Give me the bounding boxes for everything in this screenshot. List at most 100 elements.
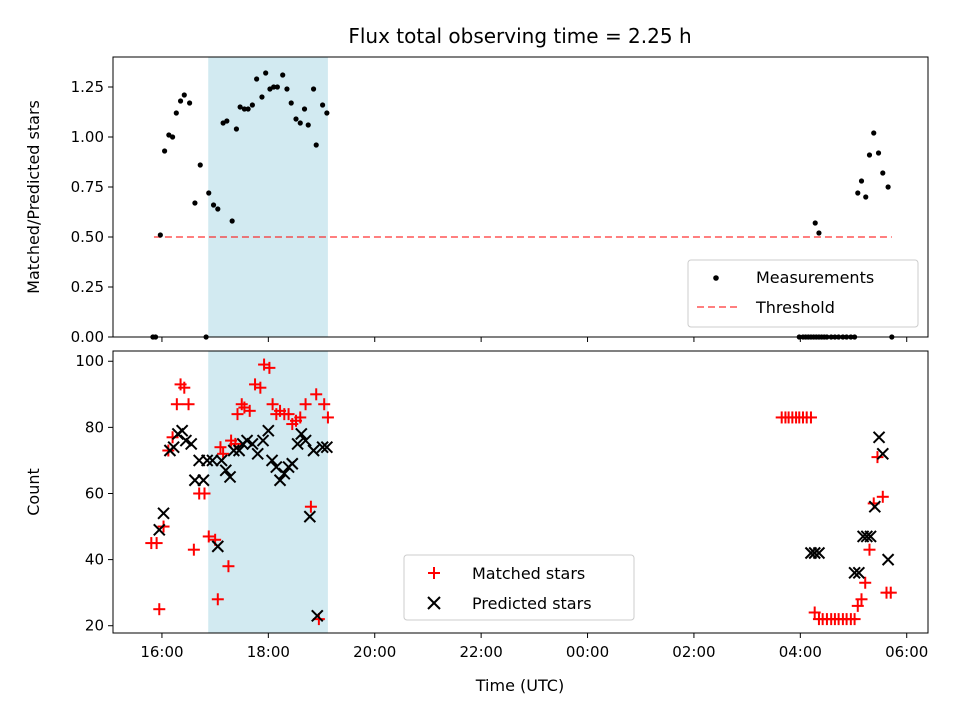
measurement-point [181,92,187,98]
predicted-star-point [153,523,166,537]
measurement-point [301,106,308,112]
matched-star-point [310,388,323,401]
predicted-star-point [223,470,237,484]
matched-star-point [166,431,179,444]
measurement-point [324,110,330,116]
top-panel: 0.00 0.25 0.50 0.75 1.00 1.25 Matched/Predict… [24,56,929,346]
predicted-star-point [232,444,246,457]
predicted-star-point [848,566,861,580]
measurement-point [197,162,203,168]
predicted-star-point [868,500,882,513]
predicted-star-point [251,447,264,461]
predicted-star-point [157,507,170,520]
matched-star-point [884,586,897,599]
matched-star-point [282,408,295,421]
matched-star-point [299,398,312,411]
predicted-star-point [167,440,180,454]
predicted-star-point [881,553,895,566]
top-y-tick-label: 0.00 [71,328,104,346]
predicted-star-point [211,540,225,553]
measurement-point [241,106,248,112]
predicted-star-point [316,440,329,454]
measurement-point [192,200,198,206]
measurement-point [866,152,873,158]
top-legend-box [687,259,919,328]
legend-predicted-marker [427,596,441,610]
measurement-point [288,100,294,106]
measurement-point [310,86,317,92]
measurement-point [297,120,303,126]
matched-star-point [162,444,175,457]
x-tick-label: 20:00 [353,643,396,661]
legend-matched-marker [428,567,440,579]
top-y-axis: 0.00 0.25 0.50 0.75 1.00 1.25 [71,78,113,346]
predicted-star-point [860,530,874,543]
predicted-star-point [246,437,259,451]
predicted-star-point [206,454,219,467]
measurement-point [875,150,882,156]
measurement-point [313,142,319,148]
measurement-point [233,126,240,132]
predicted-star-point [184,437,198,451]
legend-measurements-label: Measurements [756,268,874,287]
top-y-tick-label: 0.75 [71,178,104,196]
predicted-star-point [295,427,308,441]
x-tick-label: 00:00 [566,643,609,661]
measurement-point [245,106,251,112]
legend-threshold-label: Threshold [755,298,835,317]
matched-star-point [198,487,211,500]
measurement-point [305,122,311,128]
legend-matched-label: Matched stars [472,564,585,583]
measurement-point [215,206,221,212]
measurement-point [816,230,822,236]
top-observing-span [208,57,328,337]
predicted-star-point [872,431,886,444]
x-tick-label: 02:00 [672,643,715,661]
predicted-star-point [876,447,889,461]
matched-star-point [214,441,227,454]
measurement-point [863,194,869,200]
predicted-star-point [227,444,240,457]
top-y-tick-label: 0.25 [71,278,104,296]
measurement-point [157,232,163,238]
matched-stars-points [145,358,897,626]
predicted-star-point [320,440,334,454]
x-tick-label: 18:00 [247,643,290,661]
top-y-axis-label: Matched/Predicted stars [24,100,43,294]
predicted-star-point [175,424,189,437]
matched-star-point [211,593,224,606]
measurement-point [210,202,217,208]
measurement-point [169,134,176,140]
top-frame [112,56,929,338]
matched-star-point [266,398,279,411]
matched-star-point [170,398,183,411]
measurement-point [271,84,277,90]
predicted-star-point [219,464,232,477]
predicted-star-point [808,546,821,560]
measurement-point [885,184,891,190]
top-y-tick-label: 1.00 [71,128,104,146]
predicted-star-point [291,437,304,451]
measurement-point [263,70,269,76]
measurement-point [858,178,865,184]
predicted-star-point [307,444,320,457]
bottom-y-tick-label: 80 [85,418,104,436]
matched-star-point [855,593,868,606]
measurement-point [855,190,861,196]
predicted-star-point [278,467,291,480]
matched-star-point [202,530,215,543]
measurement-point [249,102,255,108]
x-tick-label: 16:00 [140,643,183,661]
measurement-point [206,190,212,196]
predicted-star-point [812,546,826,560]
measurement-point [254,76,260,82]
matched-star-point [304,500,317,513]
bottom-y-axis-label: Count [24,468,43,516]
predicted-star-point [256,434,270,447]
predicted-star-point [299,434,312,447]
matched-star-point [848,613,861,626]
x-axis-label: Time (UTC) [475,676,564,695]
top-y-tick-label: 1.25 [71,78,104,96]
measurement-point [177,98,184,104]
matched-star-point [187,543,200,556]
